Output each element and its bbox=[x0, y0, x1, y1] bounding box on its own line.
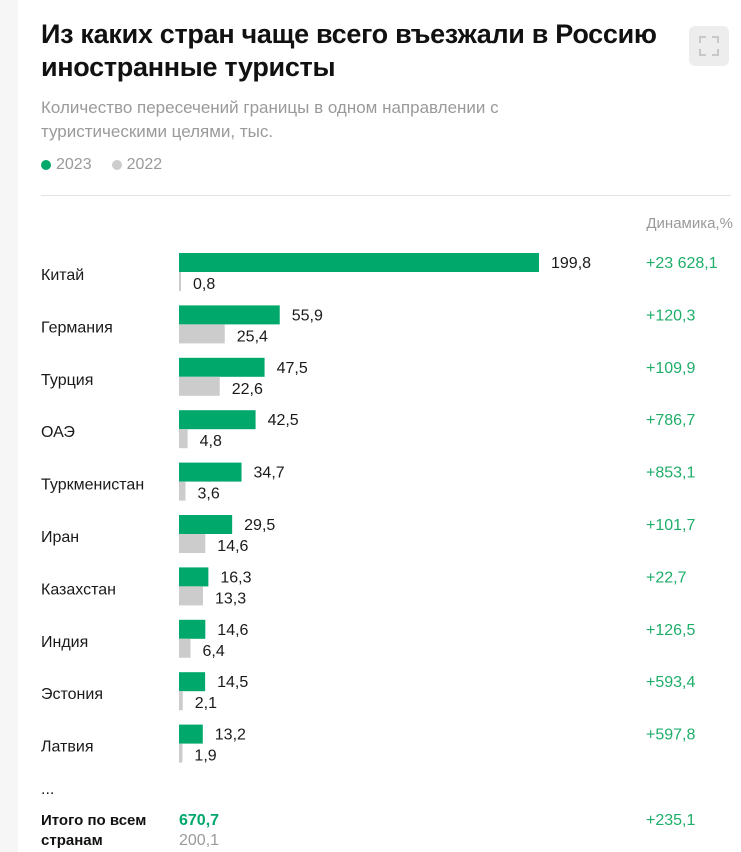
bar-2022 bbox=[179, 481, 186, 501]
ellipsis: ... bbox=[41, 781, 54, 798]
bar-chart: Китай 199,8 0,8 +23 628,1 Германия 55,9 25,4 +1… bbox=[41, 253, 718, 849]
dynamics-value: +853,1 bbox=[646, 465, 695, 482]
category-label: Германия bbox=[41, 319, 113, 336]
value-label-2023: 199,8 bbox=[551, 255, 591, 272]
dynamics-value: +126,5 bbox=[646, 622, 695, 639]
value-label-2022: 3,6 bbox=[197, 486, 219, 503]
category-label: Китай bbox=[41, 267, 84, 284]
total-label-line1: Итого по всем bbox=[41, 812, 146, 829]
bar-2023 bbox=[179, 619, 206, 639]
legend-dot-2022 bbox=[111, 160, 122, 170]
value-label-2023: 29,5 bbox=[244, 517, 275, 534]
value-label-2022: 22,6 bbox=[232, 381, 263, 398]
dynamics-value: +597,8 bbox=[646, 727, 695, 744]
legend-dot-2023 bbox=[41, 160, 51, 170]
bar-2023 bbox=[179, 462, 242, 482]
divider bbox=[41, 195, 731, 196]
bar-2022 bbox=[179, 534, 206, 553]
value-label-2023: 47,5 bbox=[277, 360, 308, 377]
total-value-2022: 200,1 bbox=[179, 832, 219, 849]
dynamics-value: +23 628,1 bbox=[646, 255, 718, 272]
legend: 2023 2022 bbox=[41, 156, 162, 174]
bar-2023 bbox=[179, 672, 206, 692]
bar-2023 bbox=[179, 515, 233, 534]
chart-subtitle: Количество пересечений границы в одном н… bbox=[41, 98, 499, 141]
expand-icon bbox=[699, 36, 719, 56]
category-label: Эстония bbox=[41, 686, 103, 703]
category-label: Индия bbox=[41, 634, 88, 651]
bar-2022 bbox=[179, 376, 220, 396]
category-label: Латвия bbox=[41, 739, 93, 756]
dynamics-value: +101,7 bbox=[646, 517, 695, 534]
category-label: Казахстан bbox=[41, 581, 116, 598]
legend-item-2022: 2022 bbox=[111, 156, 163, 174]
category-label: ОАЭ bbox=[41, 424, 75, 441]
value-label-2022: 4,8 bbox=[200, 433, 222, 450]
dynamics-value: +22,7 bbox=[646, 569, 687, 586]
category-label: Турция bbox=[41, 372, 93, 389]
total-value-2023: 670,7 bbox=[179, 812, 219, 829]
value-label-2022: 14,6 bbox=[217, 538, 248, 555]
value-label-2023: 14,5 bbox=[217, 674, 248, 691]
dynamics-value: +120,3 bbox=[646, 307, 695, 324]
bar-2022 bbox=[179, 638, 191, 658]
bar-2022 bbox=[179, 272, 181, 291]
value-label-2023: 13,2 bbox=[215, 727, 246, 744]
value-label-2023: 16,3 bbox=[220, 569, 251, 586]
dynamics-value: +109,9 bbox=[646, 360, 695, 377]
chart-title: Из каких стран чаще всего въезжали в Рос… bbox=[41, 19, 657, 82]
bar-2023 bbox=[179, 567, 209, 587]
dynamics-value: +593,4 bbox=[646, 674, 695, 691]
value-label-2023: 14,6 bbox=[217, 622, 248, 639]
value-label-2023: 34,7 bbox=[254, 465, 285, 482]
dynamics-header: Динамика,% bbox=[646, 215, 733, 232]
value-label-2022: 6,4 bbox=[203, 643, 225, 660]
bar-2023 bbox=[179, 410, 256, 430]
bar-2022 bbox=[179, 324, 225, 344]
legend-label-2022: 2022 bbox=[126, 156, 163, 173]
bar-2023 bbox=[179, 357, 265, 377]
value-label-2023: 55,9 bbox=[292, 307, 323, 324]
total-dynamics: +235,1 bbox=[646, 812, 695, 829]
category-label: Туркменистан bbox=[41, 477, 144, 494]
value-label-2022: 1,9 bbox=[194, 748, 216, 765]
value-label-2022: 13,3 bbox=[215, 590, 246, 607]
bar-2023 bbox=[179, 253, 539, 272]
value-label-2022: 0,8 bbox=[193, 276, 215, 293]
total-label-line2: странам bbox=[41, 832, 103, 849]
value-label-2022: 25,4 bbox=[237, 328, 268, 345]
dynamics-value: +786,7 bbox=[646, 412, 695, 429]
bar-2022 bbox=[179, 429, 188, 449]
category-label: Иран bbox=[41, 529, 79, 546]
chart-card: Из каких стран чаще всего въезжали в Рос… bbox=[18, 0, 741, 852]
bar-2022 bbox=[179, 691, 183, 711]
bar-2022 bbox=[179, 586, 203, 606]
bar-2023 bbox=[179, 305, 280, 325]
legend-item-2023: 2023 bbox=[41, 156, 92, 174]
bar-2022 bbox=[179, 743, 183, 763]
value-label-2022: 2,1 bbox=[195, 695, 217, 712]
expand-button[interactable] bbox=[689, 26, 729, 66]
bar-2023 bbox=[179, 724, 203, 744]
legend-label-2023: 2023 bbox=[56, 156, 92, 173]
value-label-2023: 42,5 bbox=[268, 412, 299, 429]
